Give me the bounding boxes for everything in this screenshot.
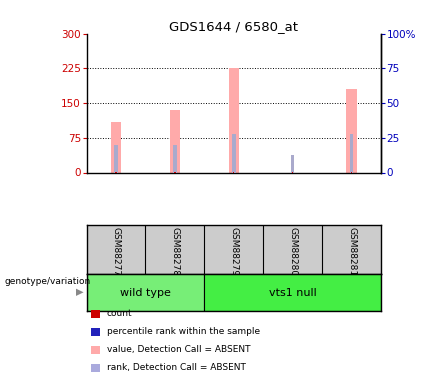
Bar: [346, 89, 357, 172]
Text: wild type: wild type: [120, 288, 171, 297]
Text: GSM88280: GSM88280: [288, 227, 297, 277]
Text: percentile rank within the sample: percentile rank within the sample: [107, 327, 260, 336]
Bar: [232, 134, 236, 172]
Title: GDS1644 / 6580_at: GDS1644 / 6580_at: [169, 20, 298, 33]
Text: GSM88279: GSM88279: [229, 227, 238, 277]
Text: value, Detection Call = ABSENT: value, Detection Call = ABSENT: [107, 345, 250, 354]
Text: vts1 null: vts1 null: [269, 288, 317, 297]
Bar: [291, 155, 294, 172]
Text: GSM88281: GSM88281: [347, 227, 356, 277]
Bar: [114, 145, 118, 172]
Bar: [204, 274, 381, 311]
Bar: [173, 145, 177, 172]
Text: GSM88278: GSM88278: [171, 227, 179, 277]
Bar: [170, 110, 180, 172]
Text: genotype/variation: genotype/variation: [4, 277, 90, 286]
Bar: [111, 122, 121, 172]
Polygon shape: [76, 289, 84, 296]
Bar: [229, 68, 239, 172]
Text: rank, Detection Call = ABSENT: rank, Detection Call = ABSENT: [107, 363, 246, 372]
Text: count: count: [107, 309, 132, 318]
Bar: [350, 134, 353, 172]
Bar: [87, 274, 204, 311]
Text: GSM88277: GSM88277: [112, 227, 120, 277]
